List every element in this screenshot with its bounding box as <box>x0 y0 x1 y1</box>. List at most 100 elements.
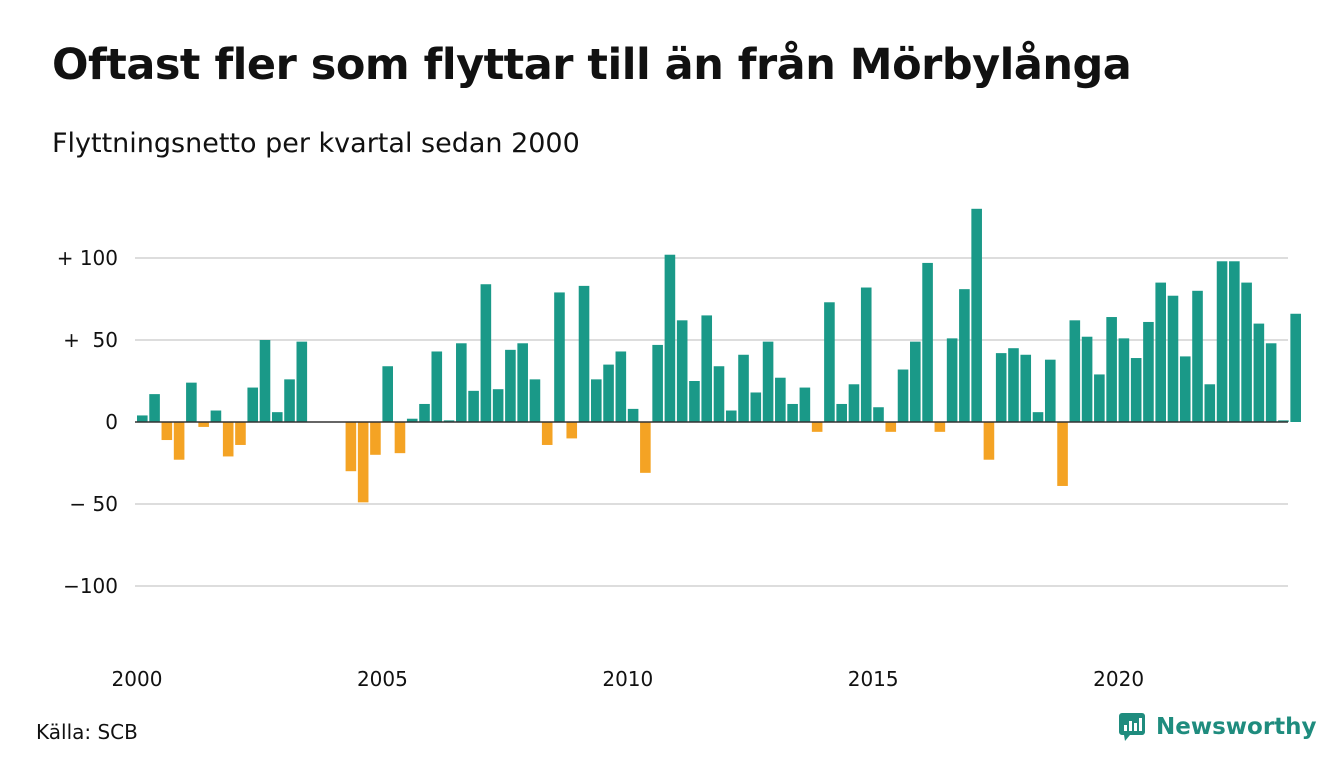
bar <box>922 262 933 422</box>
bar <box>456 343 467 422</box>
brand-logo: Newsworthy <box>1118 712 1317 742</box>
bar <box>468 390 479 422</box>
bar <box>627 408 639 422</box>
bar <box>1253 323 1265 422</box>
bar <box>1155 282 1167 422</box>
bar <box>652 344 663 422</box>
bar <box>431 351 443 422</box>
bar <box>1229 261 1240 422</box>
bar <box>860 287 872 422</box>
bar <box>1032 412 1044 422</box>
bar <box>137 415 148 422</box>
bar <box>505 349 516 422</box>
bar <box>554 292 565 422</box>
bar <box>910 341 921 422</box>
bar <box>492 389 504 422</box>
bar <box>406 418 418 422</box>
bar <box>1044 359 1056 422</box>
bar <box>971 208 982 422</box>
bar <box>370 422 381 455</box>
x-axis-labels: 2000 2005 2010 2015 2020 <box>112 667 1145 691</box>
bar <box>284 379 295 422</box>
bar <box>738 354 749 422</box>
bar <box>1057 422 1068 486</box>
bar <box>419 403 430 422</box>
bar <box>762 341 774 422</box>
bar <box>811 422 823 432</box>
chart-title: Oftast fler som flyttar till än från Mör… <box>52 40 1132 90</box>
bar <box>676 320 688 422</box>
bar <box>480 284 492 422</box>
bar <box>701 315 713 422</box>
bar <box>713 366 725 422</box>
y-tick-label: + 50 <box>63 328 118 352</box>
bar <box>1094 374 1105 422</box>
bar <box>394 422 406 454</box>
bar <box>1069 320 1081 422</box>
x-tick-label: 2005 <box>357 667 408 691</box>
bar <box>1143 321 1154 422</box>
bar <box>578 285 590 422</box>
bar <box>836 403 847 422</box>
bar <box>615 351 627 422</box>
bar <box>1130 358 1142 422</box>
bar <box>959 289 970 422</box>
bar <box>603 364 614 422</box>
bar <box>1081 336 1093 422</box>
bar <box>566 422 578 439</box>
x-tick-label: 2015 <box>848 667 899 691</box>
bar <box>259 340 271 422</box>
gridlines <box>135 257 1288 587</box>
bar <box>173 422 185 460</box>
bar <box>983 422 995 460</box>
bar <box>271 412 283 422</box>
bar <box>873 407 884 422</box>
bar <box>885 422 897 432</box>
bar <box>824 302 835 422</box>
bar <box>1192 290 1203 422</box>
bar <box>897 369 909 422</box>
y-tick-label: + 100 <box>57 246 118 270</box>
y-tick-label: −100 <box>63 574 118 598</box>
bar <box>1204 384 1216 422</box>
bar <box>1265 343 1277 422</box>
x-tick-label: 2020 <box>1093 667 1144 691</box>
newsworthy-logo-icon <box>1119 713 1145 741</box>
bar <box>848 384 860 422</box>
bar <box>186 382 197 422</box>
bar <box>934 422 946 432</box>
bar <box>664 254 676 422</box>
bar <box>1020 354 1032 422</box>
bar <box>787 403 798 422</box>
bar <box>541 422 553 445</box>
bar <box>640 422 651 473</box>
bar <box>725 410 737 422</box>
bar <box>995 353 1007 422</box>
x-tick-label: 2000 <box>112 667 163 691</box>
chart-subtitle: Flyttningsnetto per kvartal sedan 2000 <box>52 128 580 159</box>
bar <box>235 422 246 445</box>
bar <box>775 377 786 422</box>
bar <box>149 394 160 422</box>
bar <box>1241 282 1252 422</box>
bar <box>1167 295 1179 422</box>
x-tick-label: 2010 <box>602 667 653 691</box>
source-note: Källa: SCB <box>36 720 138 744</box>
bar <box>1216 261 1228 422</box>
bar <box>1290 313 1301 422</box>
bar <box>1106 317 1117 422</box>
bar <box>357 422 369 503</box>
bar <box>1008 348 1019 422</box>
bar <box>296 341 308 422</box>
bar <box>161 422 173 441</box>
bar <box>443 420 455 422</box>
bar <box>222 422 234 457</box>
bar <box>590 379 602 422</box>
bar <box>517 343 528 422</box>
bars <box>137 208 1301 503</box>
bar <box>1179 356 1191 422</box>
y-axis-labels: + 100 + 50 0 − 50 −100 <box>57 246 118 598</box>
bar <box>210 410 222 422</box>
brand-name: Newsworthy <box>1156 714 1317 740</box>
